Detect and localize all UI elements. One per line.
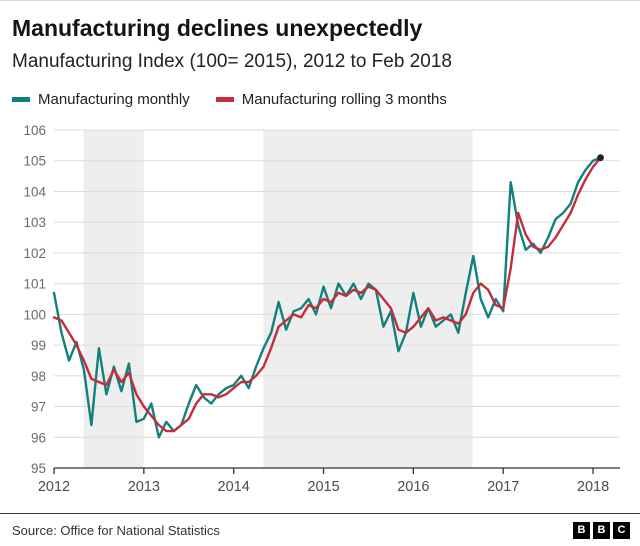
legend-label-monthly: Manufacturing monthly [38,90,190,108]
svg-text:2014: 2014 [218,479,250,495]
legend-label-rolling: Manufacturing rolling 3 months [241,90,447,108]
svg-text:2017: 2017 [487,479,519,495]
svg-text:100: 100 [23,307,46,322]
svg-text:99: 99 [31,338,46,353]
bbc-logo: B B C [573,521,630,539]
svg-text:2013: 2013 [128,479,160,495]
svg-text:103: 103 [23,215,46,230]
svg-text:106: 106 [23,123,46,138]
legend-item-monthly: Manufacturing monthly [12,91,190,108]
svg-text:104: 104 [23,184,46,199]
chart-area: 95 96 97 98 99 100 101 102 103 104 105 106 2012 2013 2… [12,120,628,507]
svg-text:2015: 2015 [307,479,339,495]
legend-swatch-monthly [12,96,30,102]
bbc-logo-block-c: C [613,521,630,539]
svg-text:95: 95 [31,461,46,476]
chart-subtitle: Manufacturing Index (100= 2015), 2012 to… [12,51,452,72]
svg-text:2016: 2016 [397,479,429,495]
line-chart-svg: 95 96 97 98 99 100 101 102 103 104 105 106 2012 2013 2… [23,123,620,495]
chart-title: Manufacturing declines unexpectedly [12,15,423,41]
svg-text:2018: 2018 [577,479,609,495]
svg-text:97: 97 [31,400,46,415]
legend-swatch-rolling [215,96,234,102]
bbc-logo-block-b2: B [593,521,610,539]
svg-text:98: 98 [31,369,46,384]
svg-text:105: 105 [23,154,46,169]
svg-text:96: 96 [31,430,46,445]
footer: Source: Office for National Statistics B… [0,513,640,546]
chart-legend: Manufacturing monthly Manufacturing roll… [12,88,628,110]
svg-text:102: 102 [23,246,46,261]
source-text: Source: Office for National Statistics [12,522,220,538]
legend-item-rolling: Manufacturing rolling 3 months [215,90,447,108]
bbc-logo-block-b1: B [573,521,590,539]
svg-text:2012: 2012 [38,479,70,495]
svg-text:101: 101 [23,277,46,292]
